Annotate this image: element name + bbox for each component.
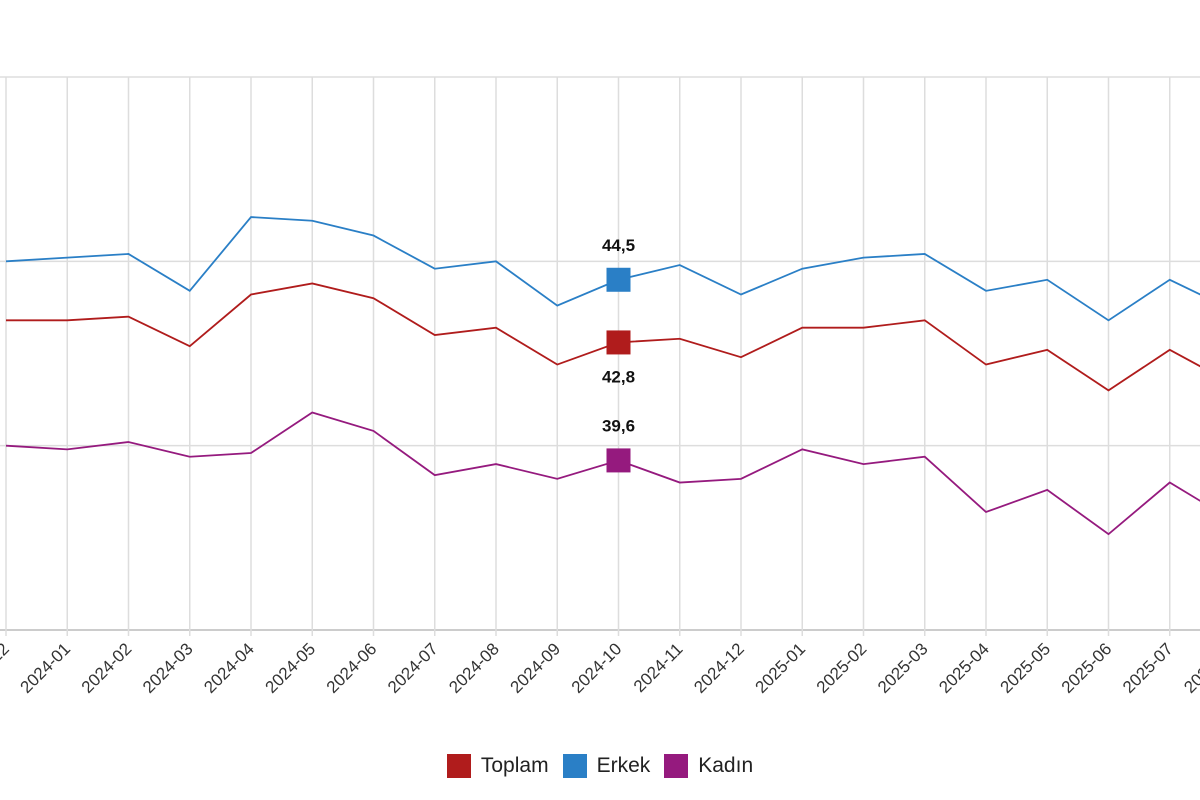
legend-label: Erkek	[596, 754, 651, 777]
x-tick-label: 2024-08	[445, 639, 503, 697]
x-tick-label: 2024-07	[384, 639, 442, 697]
x-tick-label: 2025-07	[1119, 639, 1177, 697]
x-tick-label: 2025-06	[1058, 639, 1116, 697]
highlight-marker	[606, 448, 631, 473]
x-tick-label: 2025-02	[813, 639, 871, 697]
x-tick-label: 2024-09	[507, 639, 565, 697]
x-tick-label: 2024-04	[200, 639, 258, 697]
x-tick-label: 2024-06	[323, 639, 381, 697]
legend-swatch	[664, 754, 689, 778]
x-tick-label: 2025-03	[874, 639, 932, 697]
x-tick-label: 2024-11	[630, 639, 687, 696]
legend: Toplam Erkek Kadın	[0, 754, 1200, 778]
legend-label: Toplam	[480, 754, 549, 777]
x-tick-label: 2023-12	[0, 639, 13, 697]
data-label: 42,8	[602, 367, 635, 386]
line-chart: 2023-12 2024-01 2024-02 2024-03 2024-04 2024-…	[0, 76, 1200, 697]
x-tick-label: 2024-12	[690, 639, 748, 697]
x-tick-label: 2025-08	[1180, 639, 1200, 697]
x-tick-label: 2025-01	[752, 639, 810, 697]
highlight-marker	[606, 267, 631, 292]
data-label: 44,5	[602, 236, 635, 255]
x-tick-label: 2024-10	[568, 639, 626, 697]
legend-item[interactable]: Erkek	[562, 754, 651, 778]
x-tick-label: 2025-05	[997, 639, 1055, 697]
x-tick-label: 2025-04	[935, 639, 993, 697]
highlight-marker	[606, 330, 631, 355]
data-label: 39,6	[602, 416, 635, 435]
series-line-Erkek	[5, 216, 1200, 322]
legend-swatch	[446, 754, 471, 778]
legend-label: Kadın	[698, 754, 754, 777]
legend-swatch	[562, 754, 587, 778]
legend-item[interactable]: Kadın	[664, 754, 753, 778]
x-tick-label: 2024-01	[17, 639, 75, 697]
legend-item[interactable]: Toplam	[446, 754, 549, 778]
x-tick-label: 2024-05	[262, 639, 320, 697]
x-tick-label: 2024-03	[139, 639, 197, 697]
x-tick-label: 2024-02	[78, 639, 136, 697]
